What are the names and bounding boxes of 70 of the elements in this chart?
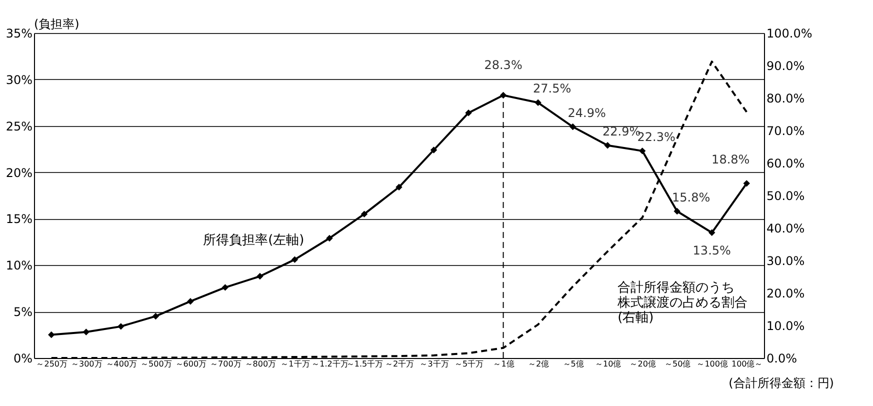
y-tick-label: 10%: [6, 258, 32, 273]
point: [638, 148, 646, 154]
point: [569, 123, 576, 130]
y-tick-label: 5%: [13, 305, 32, 320]
y2-tick-label: 90.0%: [766, 59, 805, 73]
data-label: 18.8%: [712, 152, 750, 166]
y-tick-label: 25%: [6, 119, 32, 134]
y2-tick-label: 10.0%: [766, 319, 805, 333]
point: [604, 142, 611, 149]
y2-tick-label: 30.0%: [766, 254, 805, 268]
point: [396, 184, 402, 190]
data-label: 22.9%: [602, 124, 641, 138]
point: [534, 99, 542, 106]
point: [465, 110, 472, 116]
point: [430, 146, 438, 154]
x-tick-label: ～20億: [630, 360, 656, 368]
x-tick-label: ～100億: [696, 360, 728, 368]
x-tick-label: ～1.2千万: [312, 360, 348, 368]
point: [708, 229, 716, 236]
y2-tick-label: 60.0%: [766, 156, 805, 170]
x-tick-label: ～700万: [210, 360, 242, 368]
x-tick-label: ～500万: [140, 360, 172, 368]
y2-tick-label: 20.0%: [766, 286, 805, 300]
point: [360, 210, 368, 218]
y-tick-label: 0%: [13, 352, 32, 366]
data-label: 13.5%: [692, 244, 731, 258]
y2-tick-label: 40.0%: [766, 222, 805, 236]
point: [152, 312, 160, 320]
y2-tick-label: 70.0%: [766, 124, 805, 138]
x-tick-label: 100億～: [731, 360, 763, 368]
y-tick-label: 30%: [6, 72, 32, 87]
data-label: 27.5%: [532, 82, 572, 96]
y-tick-label: 20%: [6, 166, 32, 180]
x-tick-label: ～400万: [106, 360, 138, 368]
point: [118, 323, 124, 330]
x-tick-label: ～250万: [36, 360, 68, 368]
text: 合計所得金額のうち株式譲渡の占める割合(右軸): [616, 280, 748, 326]
x-tick-label: ～2千万: [384, 360, 414, 368]
series-label: 所得負担率(左軸): [203, 232, 304, 248]
y-tick-label: 15%: [6, 212, 32, 226]
point: [674, 208, 680, 215]
point: [187, 298, 194, 305]
y2-tick-label: 0.0%: [766, 352, 797, 366]
x-tick-label: ～2億: [528, 360, 550, 368]
point: [256, 272, 264, 280]
x-tick-label: ～3千万: [420, 360, 449, 368]
y-axis-title: (負担率): [34, 17, 80, 31]
x-tick-label: ～5千万: [454, 360, 484, 368]
point: [291, 256, 298, 263]
point: [743, 180, 750, 187]
y2-tick-label: 100.0%: [766, 26, 812, 40]
data-label: 28.3%: [484, 58, 522, 72]
x-tick-label: ～300万: [71, 360, 102, 368]
y2-tick-label: 50.0%: [766, 189, 805, 203]
x-tick-label: ～1千万: [280, 360, 310, 368]
data-label: 15.8%: [672, 190, 710, 204]
point: [326, 234, 333, 242]
y2-tick-label: 80.0%: [766, 92, 805, 106]
point: [48, 331, 55, 338]
point: [82, 328, 90, 336]
x-tick-label: ～600万: [175, 360, 207, 368]
x-tick-label: ～10億: [594, 360, 622, 368]
data-label: 24.9%: [568, 106, 606, 120]
point: [222, 284, 229, 291]
x-axis-title: (合計所得金額：円): [728, 376, 834, 390]
x-tick-label: ～800万: [244, 360, 276, 368]
x-tick-label: ～50億: [664, 360, 691, 368]
x-tick-label: ～1億: [493, 360, 514, 368]
y-tick-label: 35%: [6, 26, 32, 40]
x-tick-label: ～5億: [562, 360, 584, 368]
